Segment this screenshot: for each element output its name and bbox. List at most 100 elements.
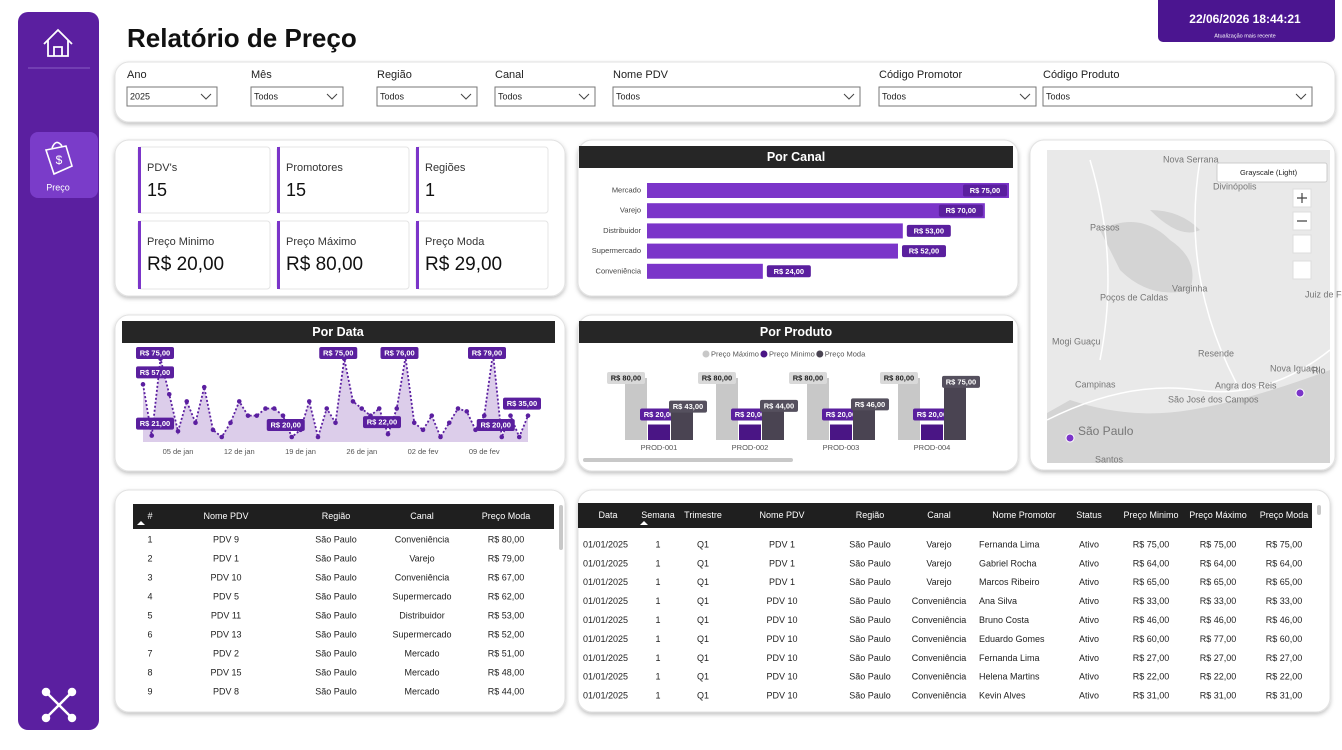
filter-label: Código Produto [1043,69,1119,81]
dropdown-arrow[interactable] [326,93,338,100]
map-style-label[interactable]: Grayscale (Light) [1240,168,1298,177]
point [228,420,233,426]
filter-dropdown[interactable] [494,86,596,107]
column-header[interactable]: Data [598,510,617,520]
scrollbar[interactable] [583,458,793,462]
filter-value[interactable]: Todos [616,91,641,101]
table-cell: PDV 13 [210,629,241,639]
table-cell: PDV 2 [213,648,239,658]
filter-dropdown[interactable] [376,86,478,107]
value-label-bg [136,347,174,359]
table-cell: São Paulo [849,634,891,644]
scrollbar[interactable] [1317,505,1321,515]
home-icon[interactable] [43,28,73,57]
column-header[interactable]: Região [322,511,351,521]
bar [944,381,966,440]
filter-dropdown[interactable] [878,86,1037,107]
dropdown-arrow[interactable] [578,93,590,100]
filter-value[interactable]: 2025 [130,91,150,101]
dropdown-arrow[interactable] [200,93,212,100]
network-icon[interactable] [41,687,77,723]
table-cell: Varejo [926,539,951,549]
table-cell: PDV 1 [769,558,795,568]
table-cell: 4 [147,591,152,601]
table-cell: R$ 22,00 [1133,672,1170,682]
column-header[interactable]: Região [856,510,885,520]
point [481,413,487,418]
kpi-value: 15 [147,180,167,200]
category-label: Mercado [612,185,641,194]
dropdown-arrow[interactable] [1019,93,1031,100]
point [499,434,505,440]
table-cell: São Paulo [315,667,357,677]
bar [671,406,693,440]
value-label: R$ 75,00 [970,186,1000,195]
value-label: R$ 20,00 [271,420,301,429]
filter-value[interactable]: Todos [254,91,279,101]
table-cell: PDV 11 [211,610,241,620]
nav-label[interactable]: Preço [46,182,70,192]
table-cell: Q1 [697,691,709,701]
map-control[interactable] [1292,260,1312,280]
filter-dropdown[interactable] [250,86,344,107]
table-cell: 01/01/2025 [583,596,628,606]
column-header[interactable]: Nome Promotor [992,510,1056,520]
column-header[interactable]: Preço Minimo [1123,510,1178,520]
x-tick-label: PROD-002 [732,443,769,452]
dropdown-arrow[interactable] [1295,93,1307,100]
sidebar [18,12,99,730]
table-cell: PDV 10 [210,572,241,582]
table-cell: R$ 79,00 [488,553,525,563]
x-tick-label: 02 de fev [408,447,439,456]
column-header[interactable]: Preço Máximo [1189,510,1247,520]
filter-dropdown[interactable] [1042,86,1313,107]
bar [647,263,763,279]
dropdown-arrow[interactable] [460,93,472,100]
map-label: São Paulo [1078,424,1134,438]
dropdown-arrow[interactable] [843,93,855,100]
map-style-box[interactable] [1216,162,1328,183]
column-header[interactable]: Semana [641,510,675,520]
bar [716,378,738,440]
table-cell: Conveniência [912,653,967,663]
filter-dropdown[interactable] [612,86,861,107]
table-cell: São Paulo [315,591,357,601]
point [324,406,330,411]
filter-value[interactable]: Todos [1046,91,1071,101]
table-cell: Conveniência [912,634,967,644]
filter-dropdown[interactable] [126,86,218,107]
table-cell: 01/01/2025 [583,634,628,644]
value-label: R$ 53,00 [914,226,944,235]
value-label-bg [266,419,305,431]
point [455,406,461,411]
column-header[interactable]: Preço Moda [482,511,531,521]
point [420,427,426,433]
column-header[interactable]: Nome PDV [203,511,248,521]
bar [921,424,943,440]
scrollbar[interactable] [559,505,563,550]
chart-title: Por Canal [767,150,825,164]
filter-value[interactable]: Todos [380,91,405,101]
column-header[interactable]: Preço Moda [1260,510,1309,520]
filter-value[interactable]: Todos [498,91,523,101]
column-header[interactable]: Canal [410,511,434,521]
column-header[interactable]: Canal [927,510,951,520]
value-label: R$ 52,00 [909,247,939,256]
zoom-icons[interactable] [1297,193,1307,222]
nav-active-tile[interactable] [30,132,98,198]
filter-value[interactable]: Todos [882,91,907,101]
column-header[interactable]: Nome PDV [759,510,804,520]
column-header[interactable]: Trimestre [684,510,722,520]
table-cell: 01/01/2025 [583,672,628,682]
table-cell: Supermercado [392,591,451,601]
category-label: Conveniência [596,266,642,275]
table-cell: 6 [147,629,152,639]
table-cell: São Paulo [849,558,891,568]
column-header[interactable]: # [147,511,152,521]
map-control[interactable] [1292,234,1312,254]
table-cell: 2 [147,553,152,563]
point [201,384,207,390]
table-cell: PDV 10 [766,691,797,701]
column-header[interactable]: Status [1076,510,1102,520]
value-label-bg [136,417,174,430]
